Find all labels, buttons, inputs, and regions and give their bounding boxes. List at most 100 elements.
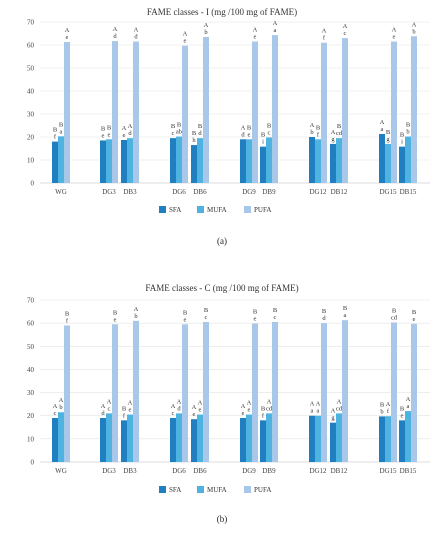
legend-label: SFA bbox=[169, 206, 181, 214]
significance-label: B bbox=[400, 405, 405, 412]
bar-mufa bbox=[405, 411, 411, 462]
y-tick-label: 10 bbox=[27, 157, 35, 165]
bar-mufa bbox=[176, 136, 182, 183]
x-tick-label: DG6 bbox=[172, 188, 186, 196]
significance-label: A bbox=[247, 400, 252, 407]
bar-pufa bbox=[133, 41, 139, 183]
significance-label: A bbox=[386, 401, 391, 408]
bar-pufa bbox=[64, 325, 70, 462]
y-tick-label: 20 bbox=[27, 412, 35, 420]
significance-label: a bbox=[60, 128, 63, 135]
significance-label: e bbox=[254, 34, 257, 41]
significance-label: d bbox=[241, 131, 245, 138]
significance-label: f bbox=[323, 35, 326, 42]
significance-label: e bbox=[413, 316, 416, 323]
significance-label: B bbox=[261, 405, 266, 412]
significance-label: f bbox=[54, 134, 57, 141]
significance-label: B bbox=[101, 125, 106, 132]
significance-label: cd bbox=[391, 314, 398, 321]
bar-sfa bbox=[330, 143, 336, 183]
x-tick-label: DB3 bbox=[123, 467, 137, 475]
y-tick-label: 50 bbox=[27, 343, 35, 351]
panel-caption: (a) bbox=[217, 236, 227, 246]
significance-label: a bbox=[407, 403, 410, 410]
significance-label: A bbox=[134, 306, 139, 313]
x-tick-label: DB9 bbox=[262, 188, 276, 196]
bar-mufa bbox=[385, 416, 391, 462]
legend-swatch bbox=[244, 206, 251, 213]
x-tick-label: DB3 bbox=[123, 188, 137, 196]
bar-sfa bbox=[379, 416, 385, 462]
significance-label: e bbox=[102, 132, 105, 139]
significance-label: a bbox=[317, 408, 320, 415]
bar-pufa bbox=[203, 36, 209, 184]
significance-label: f bbox=[317, 131, 320, 138]
significance-label: B bbox=[316, 124, 321, 131]
bar-mufa bbox=[127, 138, 133, 183]
bar-mufa bbox=[266, 137, 272, 183]
bar-pufa bbox=[64, 42, 70, 184]
significance-label: A bbox=[273, 20, 278, 27]
significance-label: b bbox=[59, 404, 62, 411]
significance-label: A bbox=[380, 119, 385, 126]
significance-label: e bbox=[248, 131, 251, 138]
x-tick-label: DG15 bbox=[379, 467, 397, 475]
y-tick-label: 30 bbox=[27, 111, 35, 119]
significance-label: cd bbox=[336, 130, 343, 137]
significance-label: A bbox=[310, 122, 315, 129]
bar-pufa bbox=[411, 36, 417, 184]
bar-mufa bbox=[405, 136, 411, 183]
significance-label: h bbox=[192, 137, 196, 144]
significance-label: g bbox=[386, 136, 390, 143]
significance-label: B bbox=[380, 401, 385, 408]
significance-label: d bbox=[101, 410, 105, 417]
significance-label: i bbox=[262, 139, 264, 146]
significance-label: c bbox=[205, 314, 208, 321]
bar-pufa bbox=[272, 321, 278, 462]
significance-label: a bbox=[344, 312, 347, 319]
chart-title: FAME classes - C (mg /100 mg of FAME) bbox=[145, 283, 298, 293]
bar-mufa bbox=[246, 139, 252, 183]
bar-mufa bbox=[176, 413, 182, 462]
bar-sfa bbox=[309, 415, 315, 462]
significance-label: B bbox=[261, 132, 266, 139]
significance-label: d bbox=[322, 315, 326, 322]
bar-mufa bbox=[106, 139, 112, 183]
legend-label: MUFA bbox=[207, 206, 227, 214]
legend-swatch bbox=[244, 486, 251, 493]
x-tick-label: DB6 bbox=[193, 467, 207, 475]
significance-label: c bbox=[54, 410, 57, 417]
bar-mufa bbox=[58, 412, 64, 462]
significance-label: b bbox=[380, 408, 383, 415]
significance-label: A bbox=[331, 408, 336, 415]
significance-label: A bbox=[343, 23, 348, 30]
significance-label: A bbox=[267, 398, 272, 405]
significance-label: e bbox=[242, 410, 245, 417]
legend-label: PUFA bbox=[254, 486, 271, 494]
x-tick-label: DB12 bbox=[331, 188, 348, 196]
significance-label: e bbox=[199, 407, 202, 414]
significance-label: c bbox=[172, 410, 175, 417]
chart-title: FAME classes - I (mg /100 mg of FAME) bbox=[147, 7, 297, 17]
significance-label: e bbox=[248, 407, 251, 414]
bar-pufa bbox=[342, 320, 348, 462]
significance-label: A bbox=[107, 398, 112, 405]
legend-swatch bbox=[159, 206, 166, 213]
y-tick-label: 40 bbox=[27, 366, 35, 374]
bar-mufa bbox=[246, 414, 252, 462]
significance-label: A bbox=[128, 400, 133, 407]
significance-label: c bbox=[172, 130, 175, 137]
x-tick-label: DB9 bbox=[262, 467, 276, 475]
bar-sfa bbox=[330, 422, 336, 462]
bar-mufa bbox=[197, 414, 203, 462]
significance-label: f bbox=[387, 408, 390, 415]
significance-label: c bbox=[108, 405, 111, 412]
bar-pufa bbox=[112, 41, 118, 184]
significance-label: b bbox=[134, 313, 137, 320]
bar-sfa bbox=[100, 418, 106, 462]
significance-label: e bbox=[123, 132, 126, 139]
significance-label: A bbox=[406, 396, 411, 403]
y-tick-label: 60 bbox=[27, 42, 35, 50]
significance-label: b bbox=[406, 129, 409, 136]
bar-mufa bbox=[197, 138, 203, 183]
